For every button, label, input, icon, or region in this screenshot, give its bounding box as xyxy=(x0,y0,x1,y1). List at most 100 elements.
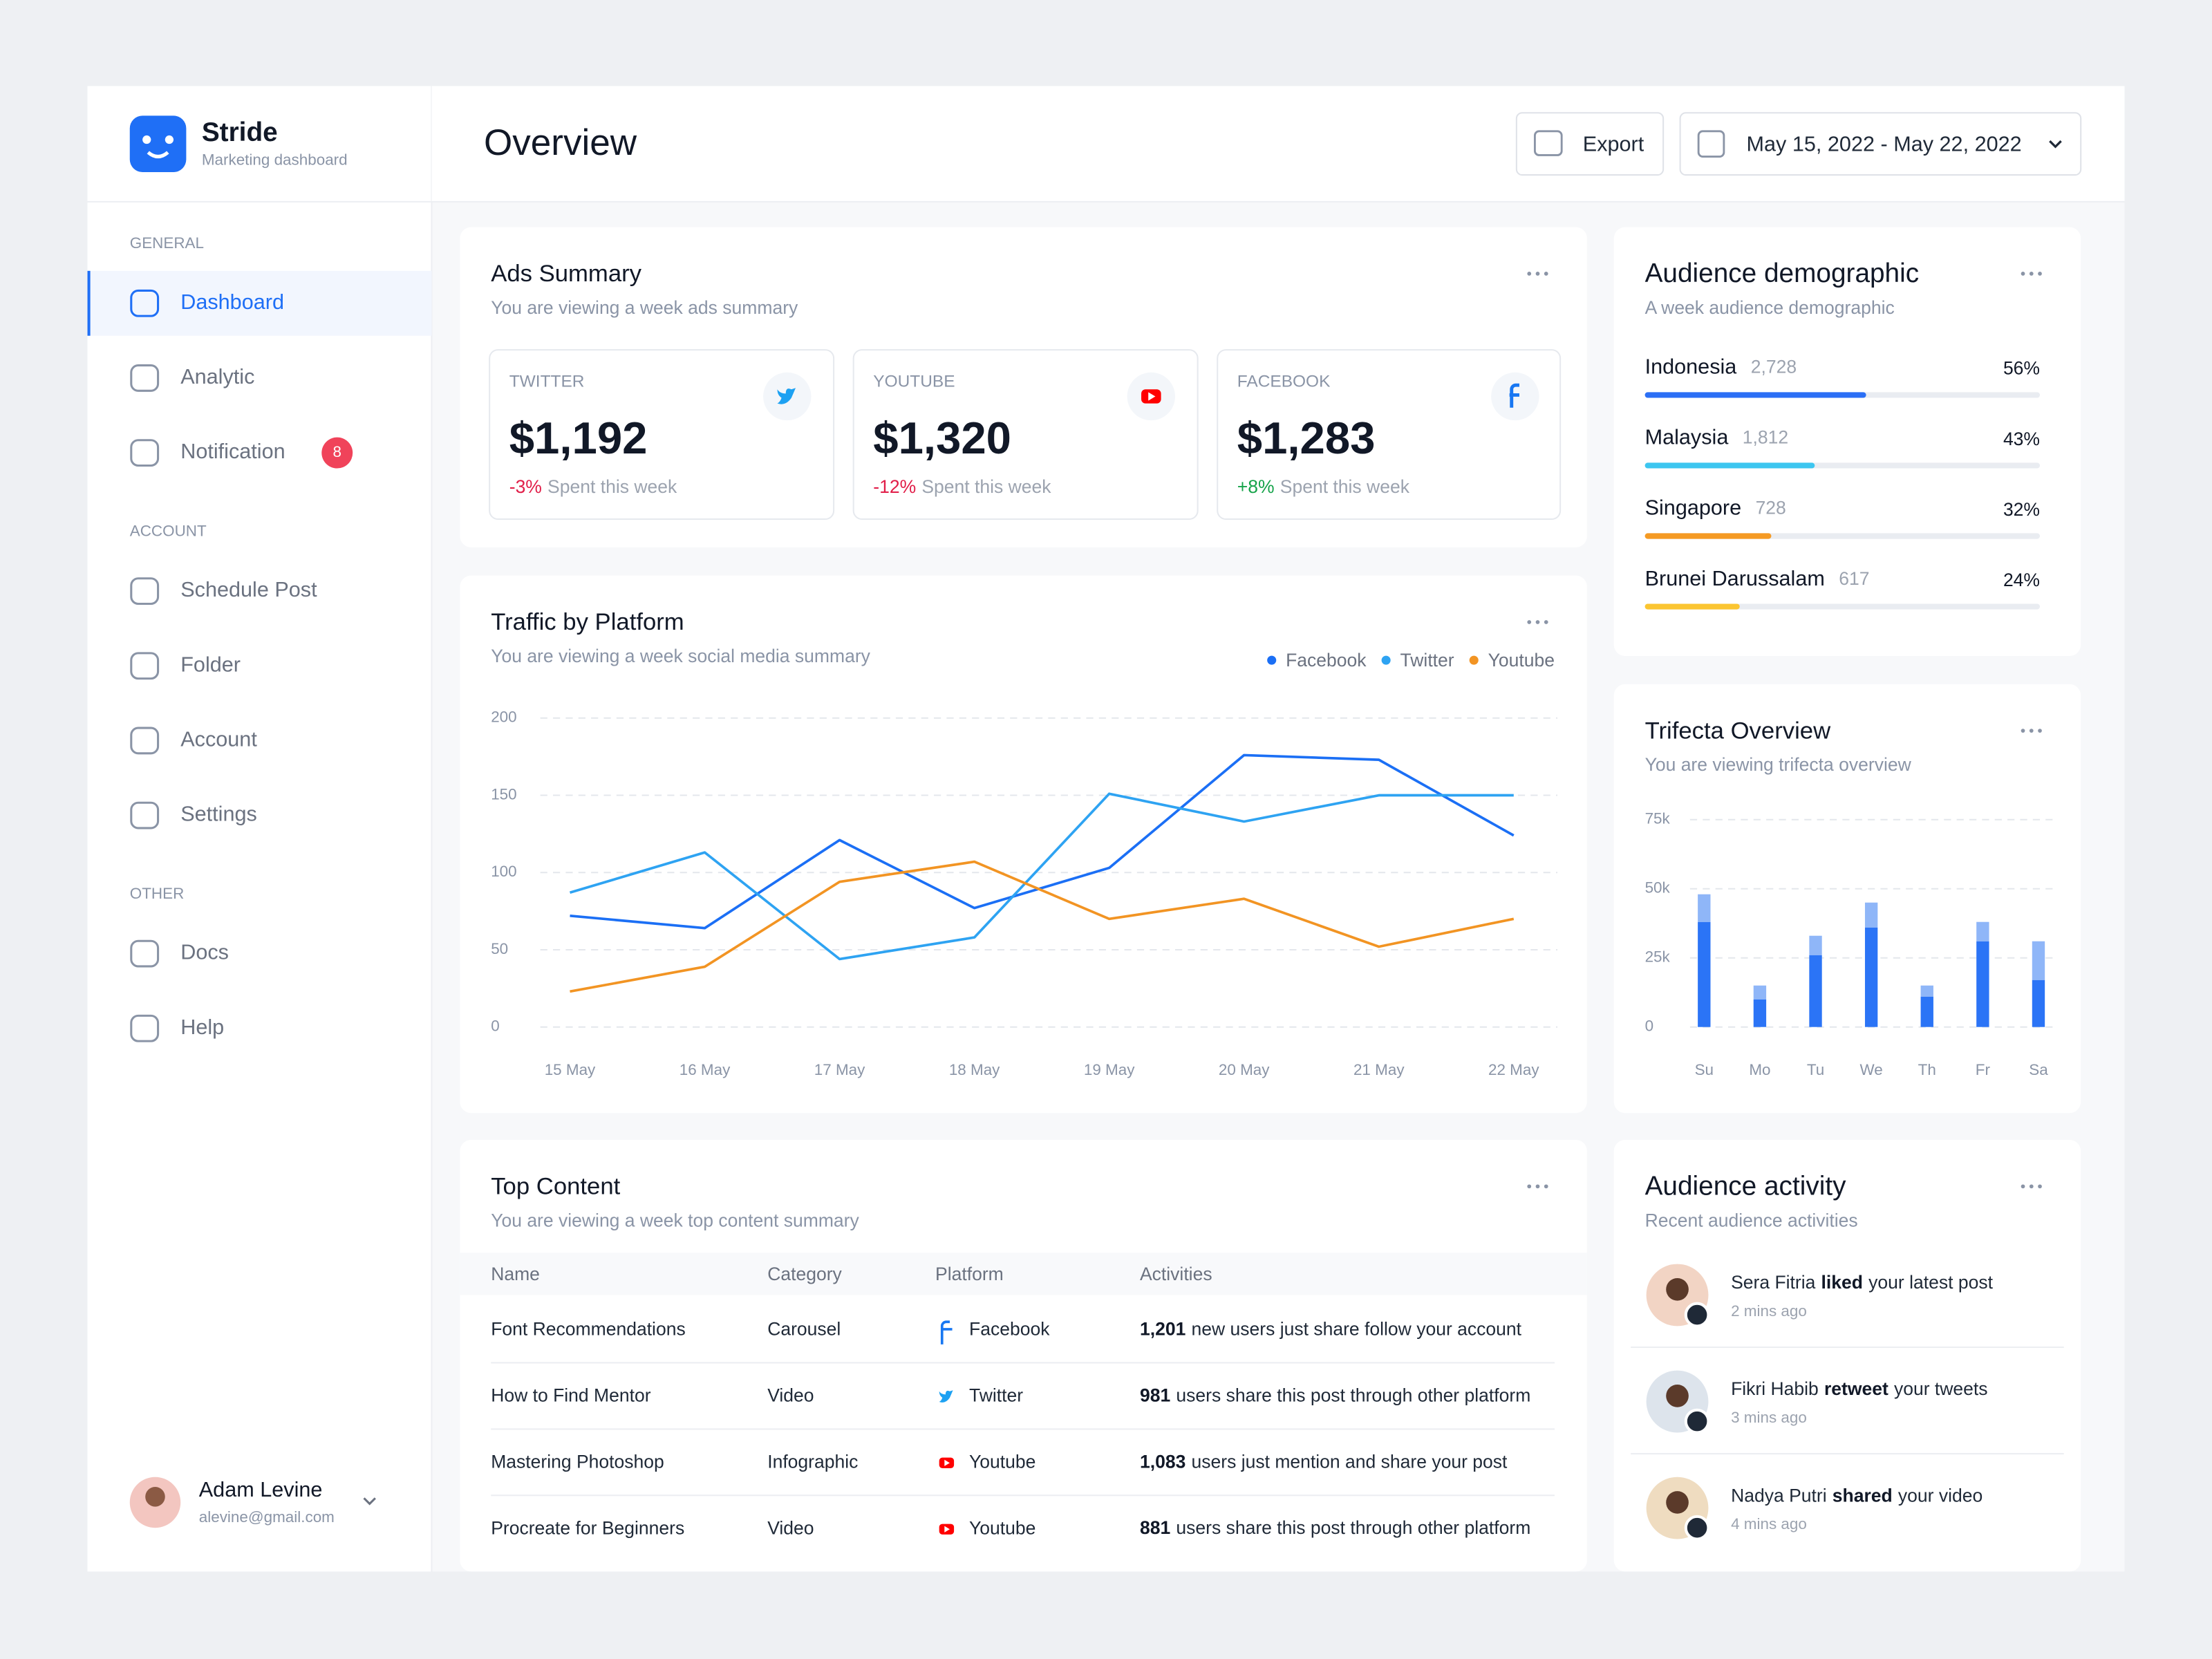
more-menu[interactable] xyxy=(2021,729,2042,733)
legend-dot xyxy=(1469,655,1479,665)
menu-dot xyxy=(2038,729,2042,733)
card xyxy=(1613,1139,2081,1572)
legend-item[interactable]: Facebook xyxy=(1267,650,1367,671)
export-label: Export xyxy=(1583,132,1644,156)
progress-bar xyxy=(1644,603,1740,610)
menu-dot xyxy=(1544,272,1548,276)
legend-item[interactable]: Twitter xyxy=(1381,650,1454,671)
ad-change: +8% xyxy=(1237,476,1275,497)
activity-item[interactable]: Fikri Habib retweet your tweets 3 mins ago xyxy=(1646,1370,1988,1434)
ad-platform: FACEBOOK xyxy=(1237,373,1331,391)
nav-item[interactable]: Dashboard xyxy=(87,270,432,336)
facebook-icon xyxy=(940,1320,953,1344)
y-tick-label: 150 xyxy=(491,785,516,803)
cell-platform: Youtube xyxy=(969,1517,1035,1538)
x-tick-label: 17 May xyxy=(814,1061,865,1078)
activity-item[interactable]: Nadya Putri shared your video 4 mins ago xyxy=(1646,1477,1983,1541)
menu-dot xyxy=(1527,1184,1532,1189)
more-menu[interactable] xyxy=(2021,272,2042,276)
nav-item[interactable]: Docs xyxy=(130,939,229,968)
nav-item[interactable]: Folder xyxy=(130,652,241,680)
cell-activity: 1,083 users just mention and share your p… xyxy=(1140,1451,1508,1472)
activity-name: Sera Fitria xyxy=(1731,1272,1816,1293)
legend-item[interactable]: Youtube xyxy=(1469,650,1555,671)
nav-item[interactable]: Account xyxy=(130,727,258,755)
progress-bar xyxy=(1644,533,1772,539)
country-name: Indonesia xyxy=(1645,355,1738,379)
cell-name: Procreate for Beginners xyxy=(491,1517,684,1538)
column-header: Name xyxy=(491,1264,540,1284)
x-tick-label: Th xyxy=(1918,1061,1936,1078)
export-button[interactable]: Export xyxy=(1515,112,1665,176)
bar-segment xyxy=(1976,921,1989,941)
y-tick-label: 75k xyxy=(1645,810,1671,827)
card-subtitle: Recent audience activities xyxy=(1645,1210,1858,1230)
nav-icon xyxy=(130,364,160,392)
activity-name: Fikri Habib xyxy=(1731,1378,1819,1399)
country-line: Singapore 728 xyxy=(1645,496,1786,520)
table-row[interactable]: How to Find Mentor Video Twitter 981 users s… xyxy=(491,1385,1530,1405)
nav-item[interactable]: Settings xyxy=(130,801,257,830)
cell-platform: Youtube xyxy=(969,1451,1035,1472)
menu-dot xyxy=(2038,1184,2042,1189)
bar-segment xyxy=(1864,902,1878,928)
ad-change: -3% xyxy=(509,476,542,497)
avatar-head xyxy=(1666,1491,1689,1514)
country-percent: 56% xyxy=(2003,358,2040,379)
avatar-badge xyxy=(1684,1515,1710,1541)
activity-text: new users just share follow your account xyxy=(1192,1319,1522,1340)
menu-dot xyxy=(1527,272,1532,276)
user-menu[interactable]: Adam Levine alevine@gmail.com xyxy=(129,1477,376,1528)
country-name: Singapore xyxy=(1645,496,1742,520)
x-tick-label: 19 May xyxy=(1084,1061,1135,1078)
ad-platform: TWITTER xyxy=(509,373,585,391)
x-tick-label: Tu xyxy=(1807,1061,1824,1078)
card xyxy=(460,1139,1587,1572)
ad-amount: $1,320 xyxy=(873,413,1011,463)
logo-eye xyxy=(165,135,174,144)
youtube-play xyxy=(1148,392,1156,401)
facebook-icon xyxy=(1509,383,1519,408)
user-name: Adam Levine xyxy=(199,1478,323,1501)
nav-icon xyxy=(130,289,160,317)
activity-text: Nadya Putri shared your video xyxy=(1731,1485,1983,1506)
nav-item[interactable]: Notification 8 xyxy=(130,437,353,469)
more-menu[interactable] xyxy=(1527,272,1548,276)
activity-item[interactable]: Sera Fitria liked your latest post 2 mins a… xyxy=(1646,1264,1994,1328)
nav-label: Settings xyxy=(180,803,257,826)
column-header: Platform xyxy=(935,1264,1004,1284)
nav-label: Analytic xyxy=(180,365,254,388)
more-menu[interactable] xyxy=(1527,1184,1548,1189)
bar-segment xyxy=(2032,941,2045,980)
country-percent: 24% xyxy=(2003,570,2040,590)
menu-dot xyxy=(1544,620,1548,624)
more-menu[interactable] xyxy=(2021,1184,2042,1189)
y-tick-label: 0 xyxy=(491,1018,499,1035)
more-menu[interactable] xyxy=(1527,620,1548,624)
series-line xyxy=(570,753,1515,930)
nav-item[interactable]: Analytic xyxy=(130,364,255,392)
x-tick-label: Su xyxy=(1695,1061,1714,1078)
country-percent: 32% xyxy=(2003,499,2040,520)
country-line: Brunei Darussalam 617 xyxy=(1645,567,1870,590)
legend-dot xyxy=(1381,655,1391,665)
bar-segment xyxy=(1753,999,1767,1027)
button-frame xyxy=(1515,112,1665,176)
ad-note: Spent this week xyxy=(921,476,1051,497)
menu-dot xyxy=(1535,1184,1540,1189)
card-title: Traffic by Platform xyxy=(491,609,684,635)
nav-item[interactable]: Schedule Post xyxy=(130,577,317,605)
table-row[interactable]: Mastering Photoshop Infographic Youtube 1,0… xyxy=(491,1451,1508,1472)
badge xyxy=(321,437,353,469)
x-tick-label: 21 May xyxy=(1353,1061,1405,1078)
bar-segment xyxy=(1753,985,1767,1000)
date-picker[interactable]: May 15, 2022 - May 22, 2022 xyxy=(1679,112,2082,176)
nav-item[interactable]: Help xyxy=(130,1014,224,1042)
progress-bar xyxy=(1644,462,1815,469)
calendar-icon xyxy=(1697,130,1725,158)
series-line xyxy=(569,792,1514,961)
country-count: 1,812 xyxy=(1743,427,1788,448)
table-row[interactable]: Font Recommendations Carousel Facebook 1,20… xyxy=(491,1319,1521,1340)
cell-name: How to Find Mentor xyxy=(491,1385,651,1405)
table-row[interactable]: Procreate for Beginners Video Youtube 881 us… xyxy=(491,1517,1530,1538)
